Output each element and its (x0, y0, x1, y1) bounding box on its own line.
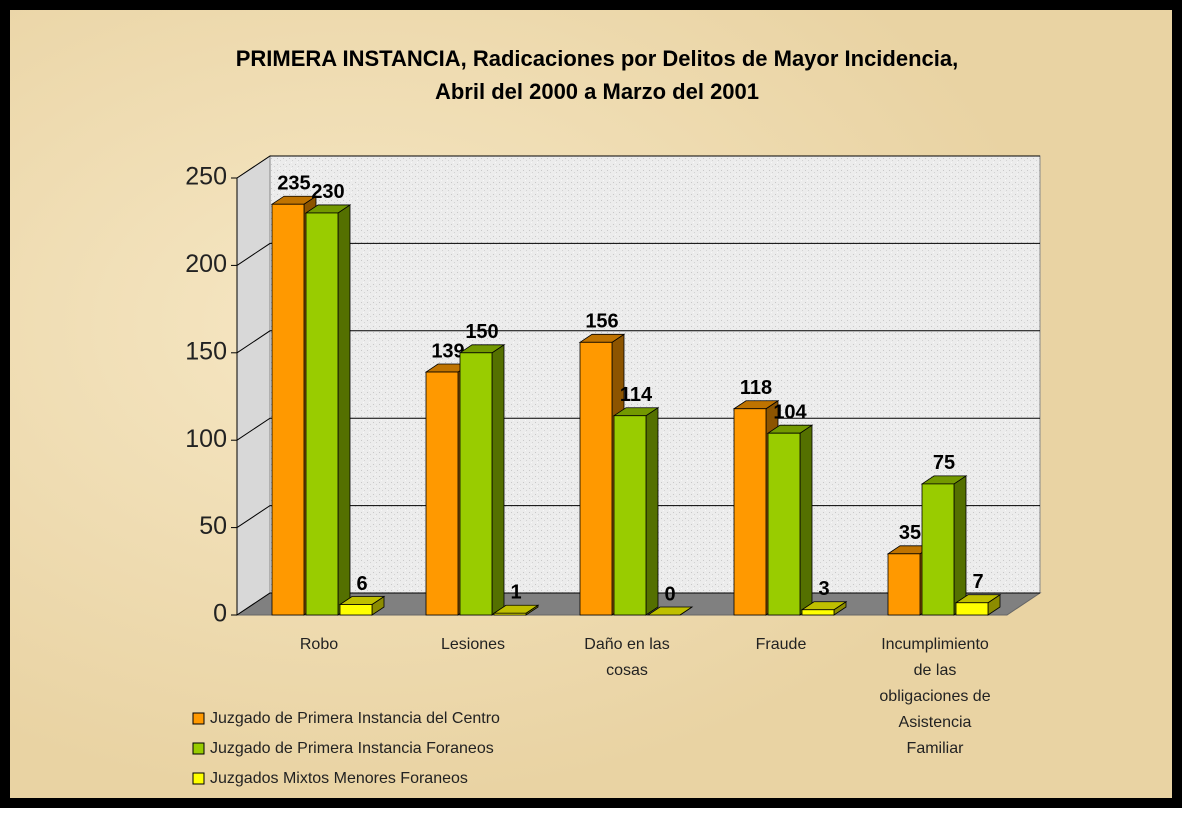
y-tick-label: 250 (185, 163, 227, 191)
bar (271, 203, 305, 616)
value-label: 230 (311, 181, 344, 203)
legend-label: Juzgado de Primera Instancia del Centro (210, 710, 500, 727)
bar (613, 415, 647, 616)
value-label: 1 (510, 582, 521, 604)
bar (305, 212, 339, 616)
bar-side (799, 424, 813, 616)
legend-label: Juzgados Mixtos Menores Foraneos (210, 770, 468, 787)
bar (887, 553, 921, 616)
legend-label: Juzgado de Primera Instancia Foraneos (210, 740, 494, 757)
y-tick-label: 100 (185, 425, 227, 453)
y-tick-label: 150 (185, 337, 227, 365)
bar (921, 483, 955, 616)
y-tick-label: 50 (199, 512, 227, 540)
value-label: 6 (356, 573, 367, 595)
value-label: 3 (818, 578, 829, 600)
value-label: 118 (740, 377, 772, 399)
bar-top (646, 606, 694, 616)
legend-swatch (192, 742, 205, 755)
value-label: 75 (933, 452, 955, 474)
legend-swatch (192, 772, 205, 785)
bar (339, 604, 373, 616)
bar-side (645, 406, 659, 616)
x-tick-label: Fraude (756, 636, 807, 653)
value-label: 0 (664, 583, 675, 605)
value-label: 35 (899, 522, 921, 544)
value-label: 235 (277, 173, 310, 195)
bar (733, 408, 767, 616)
value-label: 156 (585, 311, 618, 333)
grid-line (236, 417, 1040, 441)
bar (801, 609, 835, 616)
chart-title: Abril del 2000 a Marzo del 2001 (435, 79, 759, 104)
bar-side (953, 475, 967, 616)
x-tick-label: Incumplimiento de las obligaciones de Asist… (879, 636, 990, 757)
chart-title: PRIMERA INSTANCIA, Radicaciones por Deli… (236, 46, 958, 71)
bar (425, 371, 459, 616)
side-wall (236, 155, 271, 616)
value-label: 114 (620, 384, 653, 406)
bar (579, 341, 613, 616)
bar (493, 612, 527, 616)
x-tick-label: Daño en las cosas (584, 636, 669, 679)
value-label: 150 (465, 321, 498, 343)
y-tick-label: 0 (213, 600, 227, 628)
bar (767, 432, 801, 616)
grid-line (236, 330, 1040, 354)
bar (955, 602, 989, 616)
y-tick-label: 200 (185, 250, 227, 278)
x-tick-label: Lesiones (441, 636, 505, 653)
bar-side (337, 204, 351, 616)
legend-swatch (192, 712, 205, 725)
grid-line (236, 242, 1040, 266)
bar (459, 352, 493, 616)
value-label: 7 (972, 571, 983, 593)
grid-line (236, 155, 1040, 179)
value-label: 104 (773, 401, 807, 423)
value-label: 139 (431, 340, 464, 362)
bar-side (491, 344, 505, 616)
x-tick-label: Robo (300, 636, 338, 653)
